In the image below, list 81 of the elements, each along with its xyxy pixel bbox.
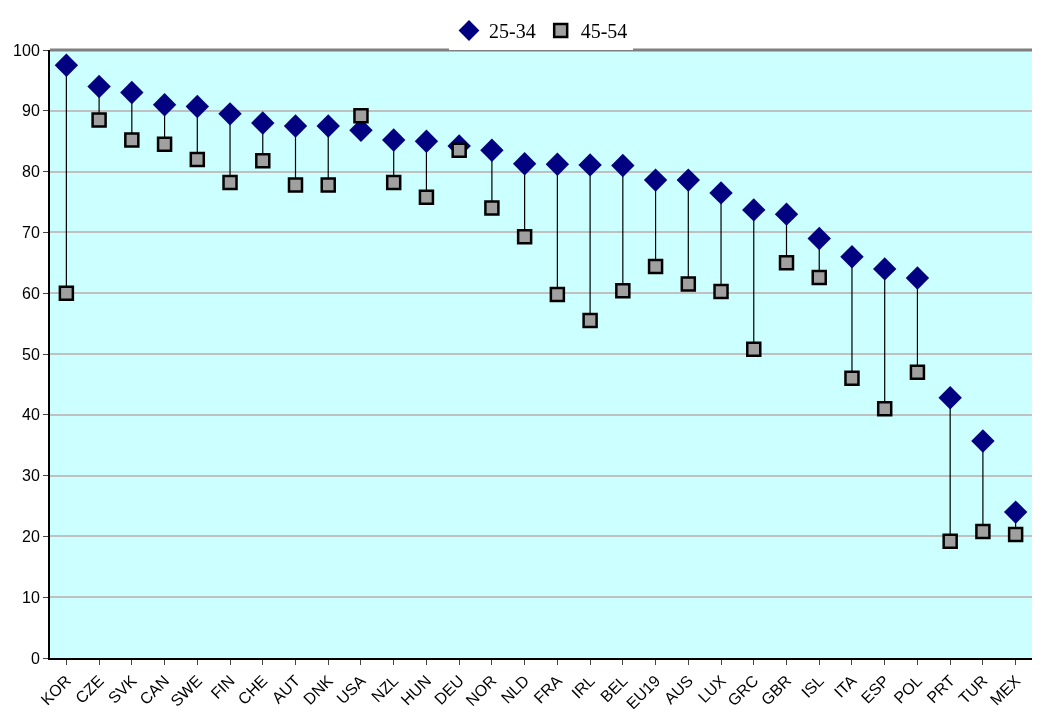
x-tick-label: CZE <box>72 671 107 707</box>
point <box>647 258 664 275</box>
point <box>811 269 827 286</box>
point <box>615 283 631 299</box>
point <box>709 181 733 205</box>
point <box>778 255 795 271</box>
y-tick-label: 70 <box>22 224 40 241</box>
y-tick-label: 80 <box>22 163 40 181</box>
point <box>385 174 402 191</box>
point <box>320 177 336 193</box>
point <box>480 138 504 163</box>
point <box>316 114 340 138</box>
point <box>189 151 206 168</box>
point <box>185 94 209 119</box>
y-tick-label: 90 <box>22 102 40 120</box>
x-tick-label: FIN <box>207 671 238 703</box>
point <box>873 257 897 281</box>
x-tick-label: ISL <box>798 671 828 701</box>
point <box>876 400 893 417</box>
x-tick-label: NZL <box>368 671 402 706</box>
y-tick-label: 20 <box>22 528 40 545</box>
point <box>222 174 238 191</box>
point <box>451 142 467 159</box>
y-tick-label: 40 <box>22 406 40 424</box>
y-tick-label: 0 <box>30 649 40 667</box>
point <box>971 429 995 453</box>
point <box>414 129 439 153</box>
point <box>713 283 729 300</box>
point <box>484 200 500 216</box>
point <box>676 168 700 192</box>
legend-label: 25-34 <box>489 20 536 43</box>
point <box>58 285 75 301</box>
point <box>418 189 435 205</box>
point <box>1003 500 1028 524</box>
y-tick-label: 10 <box>22 588 40 606</box>
point <box>549 286 566 303</box>
point <box>91 112 107 128</box>
x-tick-label: ITA <box>830 671 860 701</box>
point <box>152 93 177 117</box>
legend-label: 45-54 <box>580 20 628 43</box>
point <box>156 136 173 152</box>
point <box>680 276 697 292</box>
point <box>353 107 369 124</box>
y-tick-label: 30 <box>22 467 40 485</box>
point <box>578 153 602 177</box>
point <box>582 312 598 329</box>
point <box>124 132 140 148</box>
point <box>938 386 962 410</box>
point <box>774 202 799 226</box>
y-tick-label: 100 <box>13 41 40 59</box>
point <box>255 152 271 169</box>
point <box>844 370 860 387</box>
point <box>283 114 308 138</box>
point <box>840 245 864 269</box>
x-tick-label: TUR <box>955 671 991 708</box>
point <box>87 74 111 99</box>
y-tick-label: 50 <box>22 345 40 363</box>
x-tick-label: POL <box>890 671 926 707</box>
point <box>382 128 406 152</box>
point <box>975 523 991 540</box>
point <box>120 80 144 105</box>
point <box>545 152 570 176</box>
x-tick-label: USA <box>333 671 369 708</box>
point <box>54 53 79 77</box>
point <box>807 226 831 251</box>
point <box>909 364 926 380</box>
point <box>643 168 668 192</box>
point <box>905 266 930 290</box>
point <box>512 152 537 176</box>
point <box>746 341 762 357</box>
point <box>287 177 304 193</box>
point <box>611 153 635 178</box>
point <box>251 111 275 135</box>
point <box>942 533 958 550</box>
point <box>516 228 533 245</box>
point <box>742 198 766 222</box>
y-tick-label: 60 <box>22 284 40 302</box>
point <box>218 102 242 126</box>
x-tick-label: FRA <box>530 671 566 707</box>
x-tick-label: IRL <box>568 671 598 702</box>
point <box>1007 526 1024 543</box>
